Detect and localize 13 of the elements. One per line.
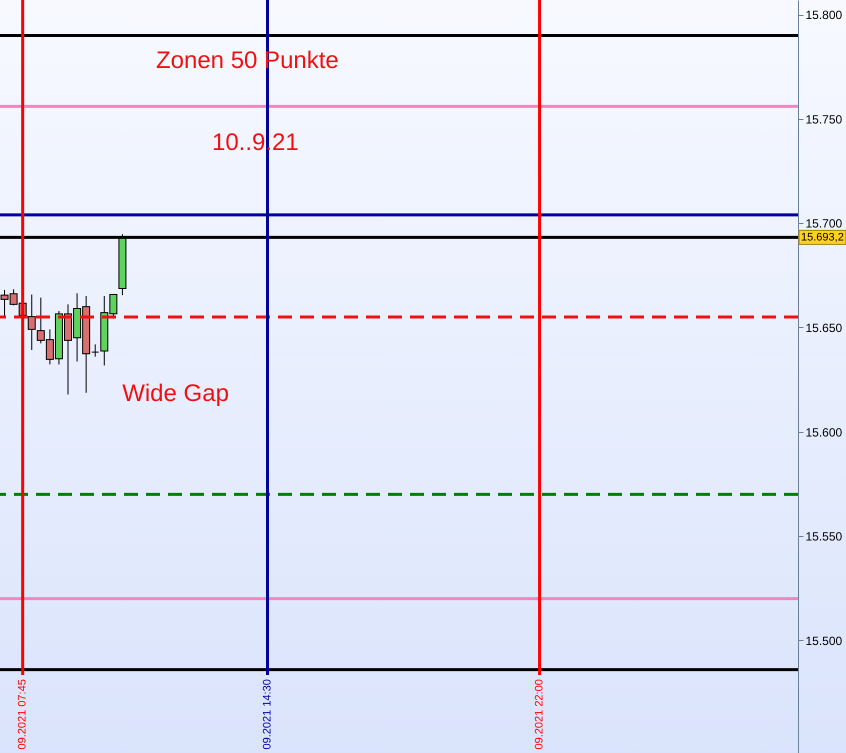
y-tick-label: 15.800	[806, 8, 843, 22]
x-tick-label: 09.2021 14:30	[262, 679, 274, 750]
y-tick-label: 15.750	[806, 112, 843, 126]
y-tick-label: 15.650	[806, 320, 843, 335]
x-tick-label: 09.2021 07:45	[16, 679, 29, 750]
annotation: Wide Gap	[122, 380, 229, 407]
y-tick-label: 15.550	[806, 530, 843, 544]
candlestick	[28, 294, 36, 351]
x-tick-label: 09.2021 22:00	[534, 679, 546, 750]
ref-line-label: 15.693,2	[801, 231, 844, 244]
y-tick-label: 15.500	[806, 634, 843, 648]
y-tick-label: 15.700	[806, 216, 843, 231]
y-tick-label: 15.600	[806, 425, 843, 440]
